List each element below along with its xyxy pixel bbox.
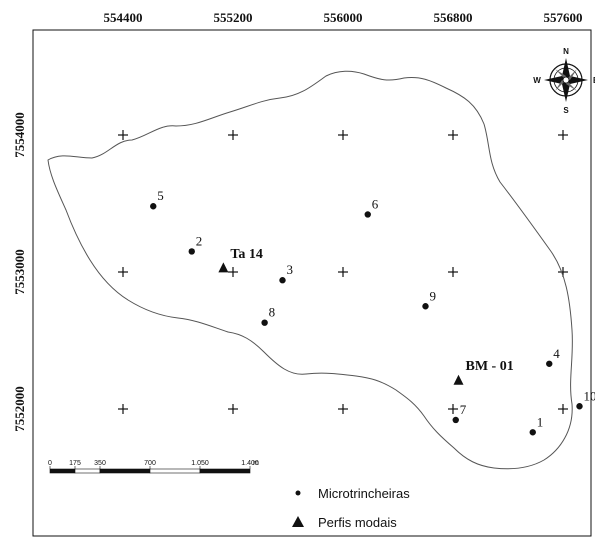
legend-dot-symbol xyxy=(295,490,301,496)
scale-bar-segments xyxy=(49,468,251,474)
grid-cross-marker xyxy=(448,404,458,414)
x-tick-label: 556000 xyxy=(324,10,363,25)
grid-cross-marker xyxy=(228,267,238,277)
microtrincheira-point xyxy=(364,211,371,218)
compass-east-label: E xyxy=(593,76,595,85)
microtrincheiras-points: 1 2 3 4 5 6 7 8 9 10 xyxy=(150,188,595,436)
perfil-modal-label: BM - 01 xyxy=(466,359,514,374)
legend-label-perfis-modais: Perfis modais xyxy=(318,515,397,530)
legend: Microtrincheiras Perfis modais xyxy=(292,486,410,530)
grid-cross-marker xyxy=(338,130,348,140)
point-label: 5 xyxy=(157,188,164,203)
grid-cross-marker xyxy=(448,267,458,277)
scale-bar-segment xyxy=(74,468,101,474)
legend-label-microtrincheiras: Microtrincheiras xyxy=(318,486,410,501)
scale-bar-label: 175 xyxy=(69,460,81,467)
scale-bar-segment xyxy=(49,468,76,474)
watershed-boundary xyxy=(47,70,573,470)
compass-north-label: N xyxy=(563,47,569,56)
microtrincheira-point xyxy=(422,303,429,310)
compass-west-label: W xyxy=(533,76,541,85)
perfil-modal-point xyxy=(218,262,229,273)
point-label: 4 xyxy=(553,346,560,361)
point-label: 7 xyxy=(460,402,467,417)
compass-south-label: S xyxy=(563,106,569,115)
x-tick-label: 554400 xyxy=(104,10,143,25)
point-label: 1 xyxy=(537,414,544,429)
compass-rose-icon: N S W E xyxy=(533,47,595,115)
point-label: 2 xyxy=(196,233,203,248)
grid-cross-marker xyxy=(118,130,128,140)
grid-cross-marker xyxy=(558,130,568,140)
scale-bar-label: 0 xyxy=(48,460,52,467)
scale-bar-label: 350 xyxy=(94,460,106,467)
microtrincheira-point xyxy=(529,429,536,436)
scale-bar-label: 700 xyxy=(144,460,156,467)
point-label: 10 xyxy=(584,388,595,403)
map-frame xyxy=(32,29,592,537)
scale-bar-segment xyxy=(199,468,251,474)
grid-cross-marker xyxy=(118,404,128,414)
microtrincheira-point xyxy=(576,403,583,410)
legend-triangle-symbol xyxy=(292,516,304,527)
perfil-modal-point xyxy=(453,374,464,385)
x-tick-label: 557600 xyxy=(544,10,583,25)
grid-cross-marker xyxy=(558,404,568,414)
point-label: 8 xyxy=(269,305,276,320)
scale-bar-label: 1.050 xyxy=(191,460,209,467)
scale-bar-unit: m xyxy=(253,460,259,467)
y-axis-labels: 7554000 7553000 7552000 xyxy=(12,112,27,432)
perfis-modais-points: Ta 14 BM - 01 xyxy=(218,247,514,385)
scale-bar-label: 1.400 xyxy=(241,460,259,467)
y-tick-label: 7553000 xyxy=(12,249,27,295)
point-label: 6 xyxy=(372,196,379,211)
perfil-modal-label: Ta 14 xyxy=(230,247,263,262)
x-axis-labels: 554400 555200 556000 556800 557600 xyxy=(104,10,583,25)
y-tick-label: 7552000 xyxy=(12,386,27,432)
microtrincheira-point xyxy=(452,416,459,424)
grid-crosses xyxy=(118,130,568,414)
point-label: 3 xyxy=(287,262,294,277)
microtrincheira-point xyxy=(546,360,553,367)
point-label: 9 xyxy=(430,288,437,303)
grid-cross-marker xyxy=(228,404,238,414)
scale-bar-segment xyxy=(149,468,201,474)
x-tick-label: 555200 xyxy=(214,10,253,25)
grid-cross-marker xyxy=(448,130,458,140)
grid-cross-marker xyxy=(338,404,348,414)
grid-cross-marker xyxy=(118,267,128,277)
y-tick-label: 7554000 xyxy=(12,112,27,158)
grid-cross-marker xyxy=(338,267,348,277)
x-tick-label: 556800 xyxy=(434,10,473,25)
microtrincheira-point xyxy=(150,203,157,210)
scale-bar-segment xyxy=(99,468,151,474)
microtrincheira-point xyxy=(188,248,195,255)
grid-cross-marker xyxy=(228,130,238,140)
microtrincheira-point xyxy=(261,319,268,326)
microtrincheira-point xyxy=(279,277,286,284)
